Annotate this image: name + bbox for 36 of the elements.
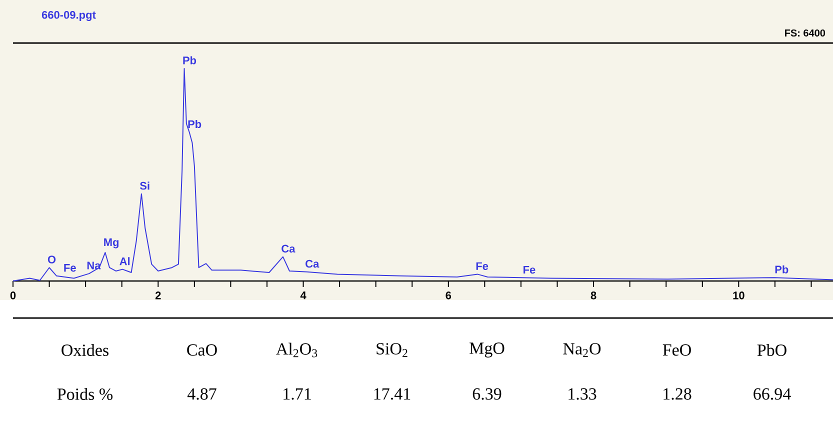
category-label: Al$_{2}$O$_{3}$ [276, 342, 318, 358]
annotation: O [48, 256, 56, 264]
x-tick-label: 8 [590, 292, 596, 300]
x-tick-label: 10 [733, 292, 744, 300]
x-tick-label: 4 [300, 292, 306, 300]
category-label: CaO [187, 344, 217, 356]
data-label: 17.41 [374, 388, 410, 400]
category-label: PbO [757, 344, 786, 356]
category-label: FeO [662, 344, 691, 356]
data-label: 4.87 [187, 388, 216, 400]
annotation: Al [120, 257, 130, 266]
text: FS: 6400 [785, 29, 826, 37]
annotation: Fe [64, 264, 76, 272]
annotation: Mg [104, 238, 118, 248]
annotation: Si [140, 182, 150, 190]
category-label: Na$_{2}$O [563, 343, 601, 357]
annotation: Pb [775, 265, 788, 274]
text: Poids % [57, 388, 113, 400]
data-label: 66.94 [754, 388, 791, 400]
text: Oxides [62, 344, 108, 356]
annotation: Ca [306, 260, 320, 268]
category-label: SiO$_{2}$ [376, 343, 408, 357]
chart-title: 660-09.pgt [42, 11, 96, 22]
x-tick-label: 6 [446, 292, 452, 300]
data-label: 1.28 [664, 388, 692, 400]
x-tick-label: 2 [155, 292, 161, 300]
data-label: 1.33 [568, 388, 596, 400]
annotation: Ca [282, 244, 296, 253]
data-label: 6.39 [472, 388, 502, 400]
category-label: MgO [470, 342, 504, 358]
annotation: Fe [524, 266, 536, 274]
annotation: Pb [183, 56, 196, 64]
x-tick-label: 0 [10, 292, 16, 300]
data-label: 1.71 [284, 388, 311, 400]
annotation: Fe [476, 262, 488, 270]
annotation: Pb [188, 120, 202, 128]
